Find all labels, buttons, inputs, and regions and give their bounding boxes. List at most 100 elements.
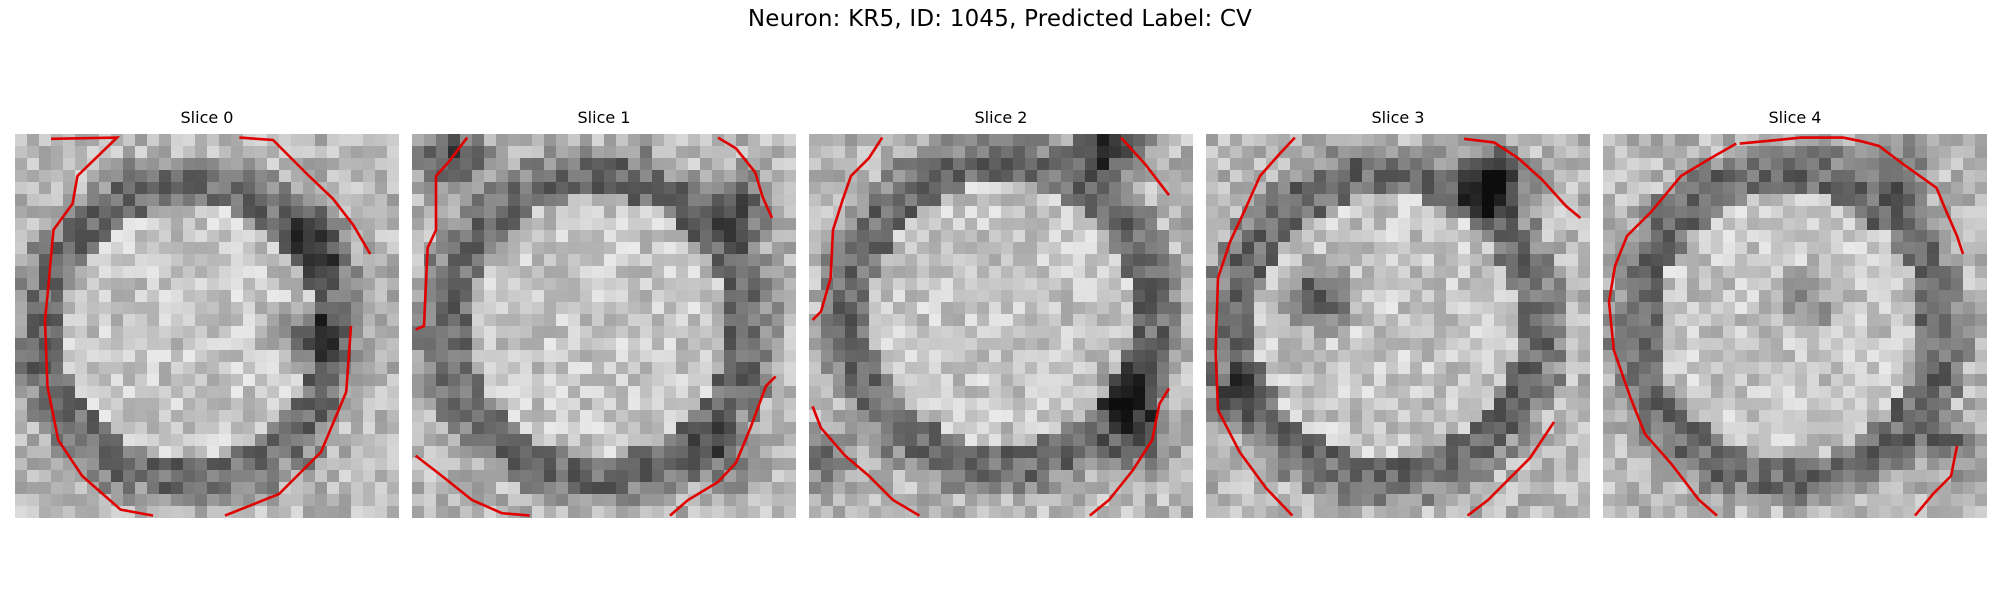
image-pixel [207, 410, 220, 423]
image-pixel [700, 266, 713, 279]
image-pixel [640, 494, 653, 507]
image-pixel [1615, 278, 1628, 291]
image-pixel [1855, 278, 1868, 291]
image-pixel [1542, 506, 1555, 518]
image-pixel [700, 182, 713, 195]
image-pixel [821, 146, 834, 159]
image-pixel [821, 170, 834, 183]
image-pixel [387, 314, 399, 327]
image-pixel [893, 434, 906, 447]
image-pixel [1242, 158, 1255, 171]
image-pixel [135, 314, 148, 327]
image-pixel [628, 350, 641, 363]
image-pixel [929, 458, 942, 471]
image-pixel [1651, 350, 1664, 363]
image-pixel [1470, 374, 1483, 387]
image-pixel [1181, 314, 1193, 327]
image-pixel [195, 254, 208, 267]
image-pixel [135, 434, 148, 447]
image-pixel [484, 170, 497, 183]
image-pixel [15, 506, 28, 518]
image-pixel [1783, 230, 1796, 243]
image-pixel [1831, 290, 1844, 303]
image-pixel [436, 362, 449, 375]
image-pixel [496, 278, 509, 291]
image-pixel [784, 434, 796, 447]
image-pixel [339, 254, 352, 267]
image-pixel [556, 470, 569, 483]
image-pixel [1915, 278, 1928, 291]
image-pixel [1518, 326, 1531, 339]
image-pixel [1314, 182, 1327, 195]
image-pixel [1867, 242, 1880, 255]
image-pixel [171, 422, 184, 435]
image-pixel [604, 338, 617, 351]
image-pixel [363, 302, 376, 315]
image-pixel [255, 266, 268, 279]
image-pixel [1181, 494, 1193, 507]
image-pixel [195, 386, 208, 399]
image-pixel [1711, 170, 1724, 183]
image-pixel [315, 506, 328, 518]
image-pixel [1109, 374, 1122, 387]
image-pixel [1482, 386, 1495, 399]
image-pixel [315, 158, 328, 171]
image-pixel [375, 422, 388, 435]
image-pixel [1049, 230, 1062, 243]
image-pixel [1639, 170, 1652, 183]
image-pixel [508, 374, 521, 387]
image-pixel [1975, 350, 1987, 363]
image-pixel [1290, 158, 1303, 171]
image-pixel [1386, 242, 1399, 255]
image-pixel [833, 134, 846, 147]
image-pixel [1290, 278, 1303, 291]
image-pixel [1951, 146, 1964, 159]
image-pixel [664, 350, 677, 363]
image-pixel [1879, 326, 1892, 339]
image-pixel [496, 386, 509, 399]
image-pixel [917, 410, 930, 423]
image-pixel [448, 266, 461, 279]
image-pixel [327, 338, 340, 351]
image-pixel [676, 398, 689, 411]
image-pixel [1025, 302, 1038, 315]
image-pixel [75, 254, 88, 267]
image-pixel [1013, 242, 1026, 255]
image-pixel [1422, 350, 1435, 363]
image-pixel [869, 218, 882, 231]
image-pixel [351, 194, 364, 207]
image-pixel [123, 386, 136, 399]
image-pixel [387, 134, 399, 147]
image-pixel [1302, 446, 1315, 459]
image-pixel [1013, 362, 1026, 375]
image-pixel [640, 362, 653, 375]
image-pixel [171, 398, 184, 411]
image-pixel [845, 326, 858, 339]
image-pixel [1795, 194, 1808, 207]
image-pixel [1783, 446, 1796, 459]
image-pixel [1434, 374, 1447, 387]
image-pixel [412, 350, 425, 363]
image-pixel [640, 374, 653, 387]
image-pixel [1939, 230, 1952, 243]
image-pixel [592, 242, 605, 255]
image-pixel [1482, 326, 1495, 339]
image-pixel [1230, 158, 1243, 171]
slice-title: Slice 3 [1206, 108, 1590, 128]
image-pixel [917, 182, 930, 195]
image-pixel [1554, 338, 1567, 351]
image-pixel [339, 494, 352, 507]
image-pixel [135, 206, 148, 219]
image-pixel [1542, 254, 1555, 267]
image-pixel [327, 314, 340, 327]
image-pixel [135, 374, 148, 387]
image-pixel [15, 134, 28, 147]
image-pixel [147, 182, 160, 195]
image-pixel [279, 470, 292, 483]
image-pixel [1302, 242, 1315, 255]
image-pixel [327, 254, 340, 267]
image-pixel [159, 506, 172, 518]
image-pixel [556, 218, 569, 231]
image-pixel [1434, 146, 1447, 159]
image-pixel [1639, 134, 1652, 147]
